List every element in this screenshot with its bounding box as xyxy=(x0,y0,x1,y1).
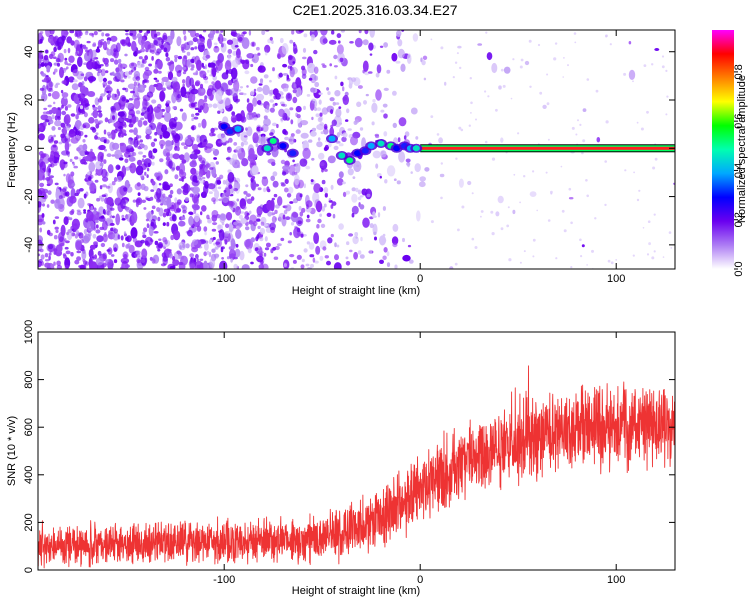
spectrogram-y-tick-label: -40 xyxy=(23,237,35,253)
spectrogram-y-tick-label: 20 xyxy=(23,94,35,106)
snr-x-label: Height of straight line (km) xyxy=(292,585,420,597)
track-point xyxy=(346,157,354,164)
spectrogram-y-tick-label: 40 xyxy=(23,46,35,58)
snr-y-tick-label: 1000 xyxy=(23,320,35,344)
snr-x-tick-label: 0 xyxy=(417,574,423,586)
track-point xyxy=(361,147,369,154)
colorbar-label: Normalized spectral amplitude xyxy=(736,75,748,223)
colorbar-ticks: 0.0 0.2 0.4 0.6 0.8 xyxy=(733,64,745,276)
line-core xyxy=(420,146,675,150)
spectrogram-x-tick-label: 100 xyxy=(607,273,625,285)
track-point xyxy=(226,128,234,135)
figure-title: C2E1.2025.316.03.34.E27 xyxy=(292,2,457,18)
spectrogram-frame xyxy=(37,29,676,270)
spectrogram-speckle xyxy=(38,30,675,269)
track-point xyxy=(412,145,420,152)
snr-series xyxy=(38,365,675,569)
track-point xyxy=(377,140,385,147)
track-point xyxy=(220,123,228,130)
track-point xyxy=(393,145,401,152)
track-point xyxy=(279,142,287,149)
snr-y-tick-label: 0 xyxy=(23,567,35,573)
spectrogram-x-label: Height of straight line (km) xyxy=(292,285,420,297)
spectrogram-track xyxy=(218,122,423,165)
snr-y-tick-label: 600 xyxy=(23,418,35,436)
colorbar-tick-label: 0.2 xyxy=(733,212,745,227)
snr-y-tick-label: 800 xyxy=(23,370,35,388)
snr-x-tick-label: 100 xyxy=(607,574,625,586)
track-point xyxy=(367,142,375,149)
colorbar-tick-label: 0.8 xyxy=(733,64,745,79)
colorbar-gradient xyxy=(712,30,734,269)
spectrogram-x-tick-label: 0 xyxy=(417,273,423,285)
track-point xyxy=(353,150,361,157)
spectrogram-y-tick-label: 0 xyxy=(23,145,35,151)
spectrogram-x-tick-label: -100 xyxy=(213,273,235,285)
snr-y-label: SNR (10 * v/v) xyxy=(6,416,18,486)
snr-x-tick-label: -100 xyxy=(213,574,235,586)
snr-y-tick-label: 400 xyxy=(23,466,35,484)
spectrogram-y-label: Frequency (Hz) xyxy=(6,112,18,188)
spectrogram-line xyxy=(420,144,675,153)
colorbar: 0.0 0.2 0.4 0.6 0.8 Normalized spectral ampl… xyxy=(712,30,748,277)
track-point xyxy=(289,150,297,157)
snr-frame xyxy=(37,331,676,571)
snr-y-tick-label: 200 xyxy=(23,513,35,531)
colorbar-tick-label: 0.6 xyxy=(733,114,745,129)
spectrogram-ticks: -100 0 100 -40 -20 0 20 40 xyxy=(23,30,675,285)
spectrogram-panel: -100 0 100 -40 -20 0 20 40 Height of straight l… xyxy=(6,29,676,297)
spectrogram-y-tick-label: -20 xyxy=(23,189,35,205)
colorbar-tick-label: 0.0 xyxy=(733,261,745,276)
track-point xyxy=(234,125,242,132)
track-point xyxy=(338,152,346,159)
colorbar-tick-label: 0.4 xyxy=(733,163,745,178)
track-point xyxy=(269,138,277,145)
snr-line xyxy=(38,365,675,569)
track-point xyxy=(328,135,336,142)
track-point xyxy=(263,145,271,152)
